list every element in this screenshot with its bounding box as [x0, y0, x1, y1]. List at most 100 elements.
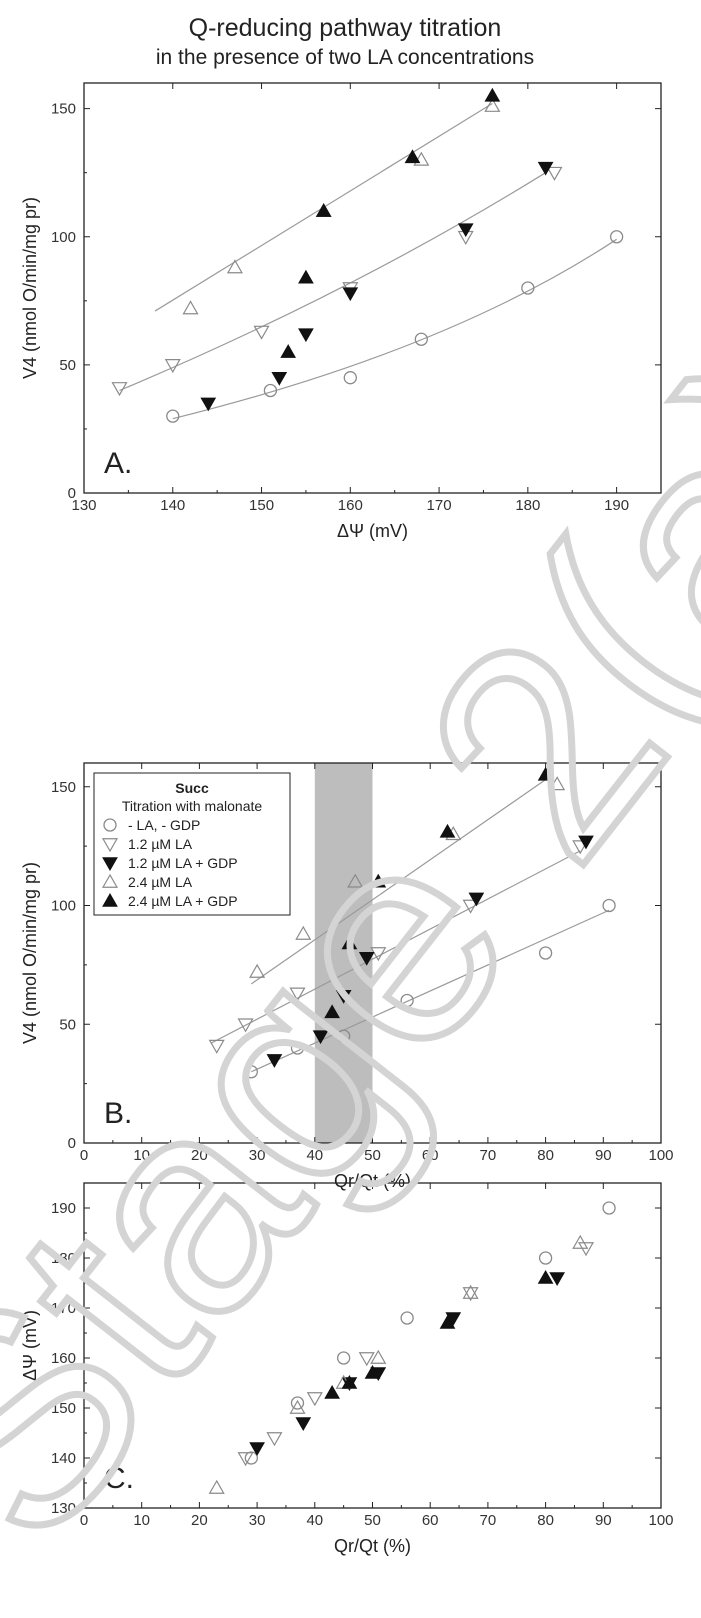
series-3: [200, 161, 554, 412]
x-tick-label: 40: [306, 1512, 323, 1529]
x-tick-label: 10: [133, 1512, 150, 1529]
series-2: [208, 840, 589, 1054]
x-tick-label: 100: [648, 1512, 673, 1529]
x-tick-label: 140: [160, 497, 185, 514]
data-point: [370, 947, 387, 962]
data-point: [266, 1432, 283, 1447]
legend-entry: 2.4 µM LA: [128, 874, 193, 890]
x-axis-label: ΔΨ (mV): [337, 521, 408, 541]
data-point: [414, 332, 428, 346]
panel-label: C.: [104, 1462, 134, 1495]
data-point: [484, 87, 501, 102]
y-axis-label: V4 (nmol O/min/mg pr): [20, 862, 40, 1044]
series-2: [237, 1242, 595, 1467]
chart-panel-3: 0 10 20 30 40 50 60 70 80 90 100 130 140 150 160 170 180…: [20, 1182, 674, 1556]
data-point: [324, 1004, 340, 1019]
data-point: [208, 1039, 225, 1054]
data-point: [400, 993, 414, 1008]
series-2: [111, 166, 563, 397]
data-point: [226, 259, 243, 274]
fit-line: [119, 172, 546, 392]
y-tick-label: 190: [51, 1200, 76, 1217]
data-point: [468, 892, 485, 907]
data-point: [324, 1384, 340, 1399]
data-point: [315, 203, 332, 217]
data-point: [572, 1234, 589, 1249]
data-point: [538, 1251, 553, 1265]
data-point: [253, 325, 270, 340]
data-point: [111, 382, 128, 397]
data-point: [484, 97, 501, 112]
data-point: [609, 230, 624, 244]
data-point: [306, 1392, 323, 1407]
data-point: [271, 371, 288, 386]
data-point: [249, 1442, 265, 1457]
series-1: [244, 1201, 616, 1465]
x-tick-label: 180: [515, 497, 540, 514]
data-point: [312, 1030, 329, 1045]
legend-marker: [102, 857, 118, 872]
y-tick-label: 130: [51, 1500, 76, 1517]
x-tick-label: 130: [71, 497, 96, 514]
x-tick-label: 10: [133, 1147, 150, 1164]
y-tick-label: 0: [68, 485, 76, 502]
data-point: [364, 1364, 381, 1379]
data-point: [439, 1314, 456, 1329]
data-point: [549, 1272, 566, 1287]
x-tick-label: 0: [80, 1147, 88, 1164]
data-point: [462, 1287, 479, 1302]
series-5: [324, 766, 554, 1019]
series-1: [166, 230, 624, 423]
y-tick-label: 100: [51, 229, 76, 246]
x-tick-label: 60: [422, 1512, 439, 1529]
data-point: [249, 963, 266, 978]
data-point: [244, 1451, 258, 1465]
data-point: [546, 166, 563, 181]
figure-title: Q-reducing pathway titration: [189, 14, 502, 42]
data-point: [602, 898, 616, 913]
data-point: [358, 952, 375, 966]
x-tick-label: 20: [191, 1512, 208, 1529]
x-tick-label: 30: [249, 1147, 266, 1164]
legend-entry: 1.2 µM LA: [128, 836, 193, 852]
y-tick-label: 100: [51, 898, 76, 915]
x-tick-label: 70: [480, 1512, 497, 1529]
data-point: [577, 1242, 595, 1257]
plot-frame: [83, 82, 662, 494]
fit-line: [172, 238, 617, 420]
data-point: [237, 1018, 254, 1033]
series-5: [280, 87, 501, 358]
data-point: [445, 1312, 462, 1327]
x-axis-label: Qr/Qt (%): [334, 1536, 411, 1556]
data-point: [336, 1029, 351, 1043]
data-point: [341, 1374, 358, 1389]
y-tick-label: 0: [68, 1135, 76, 1152]
data-point: [537, 766, 554, 781]
y-tick-label: 50: [59, 1016, 76, 1033]
x-tick-label: 160: [338, 497, 363, 514]
data-point: [263, 383, 278, 398]
legend-box: [93, 772, 291, 916]
data-point: [521, 281, 535, 295]
legend-title: Succ: [175, 780, 209, 796]
x-tick-label: 80: [537, 1512, 554, 1529]
data-point: [237, 1452, 254, 1467]
x-tick-label: 100: [648, 1147, 673, 1164]
y-axis-label: ΔΨ (mV): [20, 1310, 40, 1381]
fit-line: [250, 779, 546, 985]
data-point: [335, 990, 352, 1004]
legend-entry: 2.4 µM LA + GDP: [128, 893, 238, 909]
x-tick-label: 50: [364, 1512, 381, 1529]
x-tick-label: 20: [191, 1147, 208, 1164]
x-tick-label: 30: [249, 1512, 266, 1529]
legend-entry: - LA, - GDP: [128, 817, 200, 833]
series-3: [266, 835, 594, 1068]
y-tick-label: 150: [51, 101, 76, 118]
data-point: [295, 925, 312, 940]
x-axis-label: Qr/Qt (%): [334, 1171, 411, 1191]
data-point: [602, 1201, 616, 1215]
data-point: [457, 223, 474, 238]
fit-line: [210, 850, 581, 1044]
